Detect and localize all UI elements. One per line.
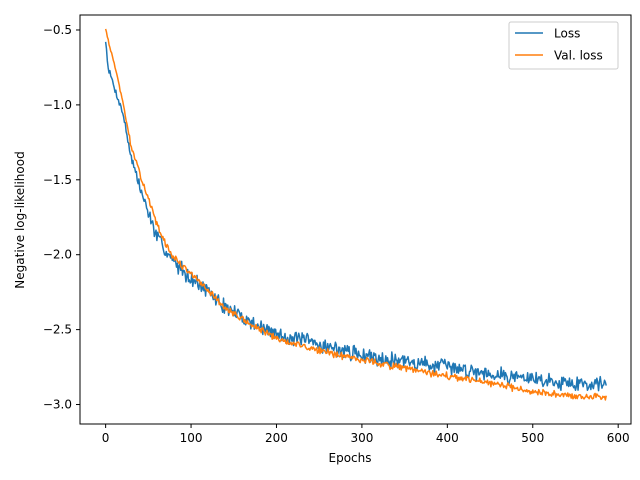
y-axis-label: Negative log-likelihood bbox=[13, 151, 27, 288]
x-axis-label: Epochs bbox=[329, 451, 372, 465]
x-tick-label: 600 bbox=[607, 431, 630, 445]
x-tick-label: 400 bbox=[436, 431, 459, 445]
legend-label-loss: Loss bbox=[554, 27, 580, 41]
series-layer bbox=[104, 28, 607, 401]
x-tick-label: 500 bbox=[521, 431, 544, 445]
y-tick-label: −1.0 bbox=[43, 98, 72, 112]
series-line-loss bbox=[104, 41, 607, 392]
x-tick-label: 300 bbox=[350, 431, 373, 445]
y-tick-label: −0.5 bbox=[43, 23, 72, 37]
y-axis-ticks: −3.0 −2.5 −2.0 −1.5 −1.0 −0.5 bbox=[43, 23, 80, 412]
x-tick-label: 0 bbox=[102, 431, 110, 445]
legend-label-val-loss: Val. loss bbox=[554, 49, 603, 63]
legend: Loss Val. loss bbox=[508, 21, 619, 70]
y-tick-label: −2.5 bbox=[43, 323, 72, 337]
y-tick-label: −3.0 bbox=[43, 398, 72, 412]
x-axis-ticks: 0 100 200 300 400 500 600 bbox=[102, 424, 630, 445]
y-tick-label: −1.5 bbox=[43, 173, 72, 187]
x-tick-label: 100 bbox=[180, 431, 203, 445]
series-line-val-loss bbox=[104, 28, 607, 401]
x-tick-label: 200 bbox=[265, 431, 288, 445]
y-tick-label: −2.0 bbox=[43, 248, 72, 262]
plot-frame bbox=[79, 14, 632, 425]
